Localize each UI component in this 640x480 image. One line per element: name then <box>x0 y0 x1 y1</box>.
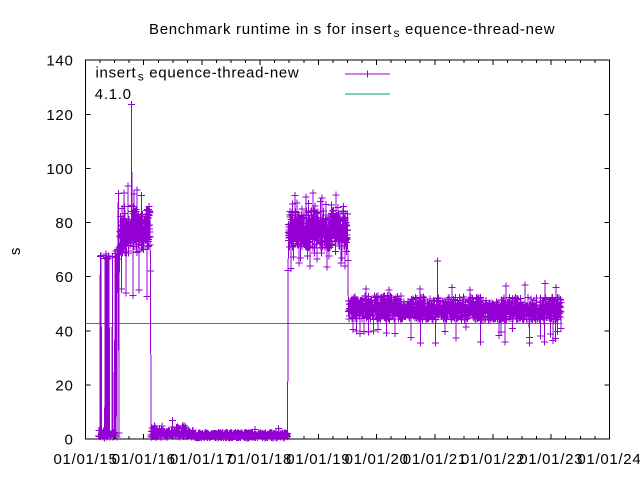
svg-text:40: 40 <box>55 323 73 340</box>
svg-text:20: 20 <box>55 377 73 394</box>
svg-text:01/01/19: 01/01/19 <box>286 451 350 468</box>
svg-text:4.1.0: 4.1.0 <box>95 86 132 103</box>
svg-text:0: 0 <box>64 432 73 449</box>
svg-text:01/01/16: 01/01/16 <box>112 451 176 468</box>
svg-text:01/01/20: 01/01/20 <box>345 451 409 468</box>
svg-text:80: 80 <box>55 215 73 232</box>
svg-text:inserts equence-thread-new: inserts equence-thread-new <box>96 65 300 84</box>
svg-text:01/01/23: 01/01/23 <box>519 451 583 468</box>
svg-text:120: 120 <box>46 107 73 124</box>
svg-text:01/01/17: 01/01/17 <box>170 451 234 468</box>
svg-text:s: s <box>7 247 24 255</box>
svg-text:140: 140 <box>46 53 73 70</box>
svg-text:01/01/24: 01/01/24 <box>577 451 640 468</box>
svg-text:01/01/22: 01/01/22 <box>461 451 525 468</box>
svg-text:01/01/18: 01/01/18 <box>228 451 292 468</box>
svg-text:Benchmark runtime in s for ins: Benchmark runtime in s for inserts equen… <box>149 21 555 40</box>
svg-text:100: 100 <box>46 161 73 178</box>
svg-text:01/01/21: 01/01/21 <box>403 451 467 468</box>
svg-text:01/01/15: 01/01/15 <box>54 451 118 468</box>
svg-text:60: 60 <box>55 269 73 286</box>
